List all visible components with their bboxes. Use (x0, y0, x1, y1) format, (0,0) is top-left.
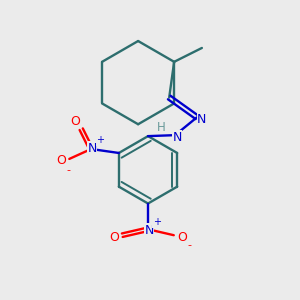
Text: N: N (197, 113, 207, 126)
Text: O: O (110, 231, 119, 244)
Text: N: N (172, 130, 182, 144)
Text: N: N (87, 142, 97, 154)
Text: N: N (144, 224, 154, 237)
Text: +: + (153, 217, 161, 227)
Text: -: - (188, 240, 192, 250)
Text: +: + (96, 135, 104, 145)
Text: O: O (70, 115, 80, 128)
Text: H: H (157, 121, 166, 134)
Text: O: O (177, 231, 187, 244)
Text: -: - (66, 165, 70, 175)
Text: O: O (56, 154, 66, 167)
